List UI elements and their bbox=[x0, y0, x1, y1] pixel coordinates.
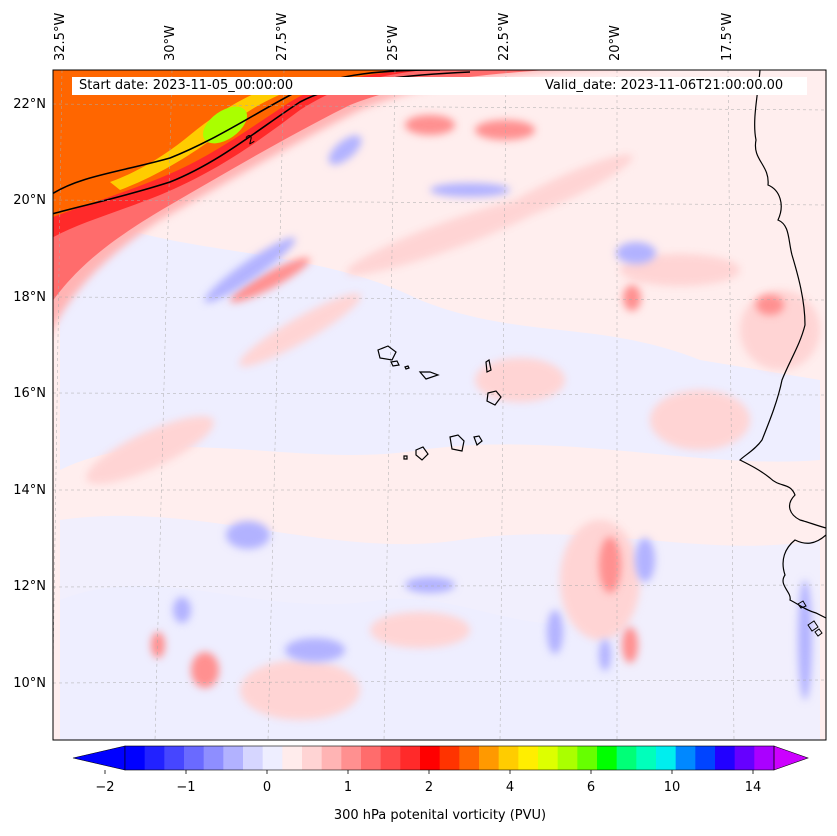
gambia-guinea-coast bbox=[782, 534, 826, 619]
lat-label: 22°N bbox=[13, 97, 46, 112]
lat-label: 10°N bbox=[13, 676, 46, 691]
cape-verde-islands bbox=[377, 345, 502, 461]
colorbar-segment bbox=[223, 746, 244, 770]
colorbar-segment bbox=[656, 746, 677, 770]
colorbar-segment bbox=[695, 746, 716, 770]
colorbar-tick-label: −2 bbox=[95, 780, 115, 795]
colorbar-segment bbox=[439, 746, 460, 770]
pv-strong-positive-patches bbox=[151, 115, 784, 688]
lon-label: 32.5°W bbox=[53, 12, 68, 61]
lon-label: 20°W bbox=[608, 25, 623, 61]
colorbar-segment bbox=[243, 746, 264, 770]
colorbar-segment bbox=[715, 746, 736, 770]
colorbar bbox=[72, 745, 809, 774]
colorbar-segment bbox=[380, 746, 401, 770]
colorbar-segment bbox=[341, 746, 362, 770]
colorbar-segment bbox=[734, 746, 755, 770]
valid-date: Valid_date: 2023-11-06T21:00:00.00 bbox=[545, 78, 784, 93]
colorbar-segment bbox=[144, 746, 165, 770]
colorbar-segment bbox=[754, 746, 775, 770]
colorbar-extend-high bbox=[773, 745, 809, 771]
colorbar-label: 300 hPa potenital vorticity (PVU) bbox=[333, 808, 547, 823]
colorbar-segment bbox=[282, 746, 303, 770]
lat-label: 12°N bbox=[13, 579, 46, 594]
pv-field: 2 bbox=[53, 70, 826, 740]
lon-label: 25°W bbox=[386, 25, 401, 61]
colorbar-segment bbox=[675, 746, 696, 770]
lon-label: 30°W bbox=[163, 25, 178, 61]
bissagos-islands bbox=[797, 600, 823, 637]
lat-label: 20°N bbox=[13, 193, 46, 208]
colorbar-tick-label: 6 bbox=[586, 780, 596, 795]
lon-label: 22.5°W bbox=[497, 12, 512, 61]
colorbar-segment bbox=[479, 746, 500, 770]
info-box bbox=[72, 77, 807, 95]
lat-label: 14°N bbox=[13, 483, 46, 498]
colorbar-tick-label: −1 bbox=[176, 780, 196, 795]
colorbar-frame bbox=[124, 745, 775, 771]
colorbar-segment bbox=[420, 746, 441, 770]
colorbar-segment bbox=[518, 746, 539, 770]
colorbar-segment bbox=[321, 746, 342, 770]
colorbar-segment bbox=[577, 746, 598, 770]
pv-positive-patches bbox=[86, 154, 820, 720]
colorbar-segment bbox=[459, 746, 480, 770]
colorbar-segment bbox=[361, 746, 382, 770]
map-frame bbox=[52, 69, 827, 741]
pv-jet-band bbox=[53, 70, 570, 330]
colorbar-segment bbox=[557, 746, 578, 770]
colorbar-tick-label: 14 bbox=[744, 780, 762, 795]
colorbar-segment bbox=[164, 746, 185, 770]
colorbar-segment bbox=[203, 746, 224, 770]
pv-negative-patches bbox=[173, 135, 812, 700]
start-date: Start date: 2023-11-05_00:00:00 bbox=[79, 78, 294, 93]
colorbar-segment bbox=[616, 746, 637, 770]
colorbar-segment bbox=[498, 746, 519, 770]
colorbar-extend-low bbox=[72, 745, 126, 771]
lat-label: 18°N bbox=[13, 290, 46, 305]
colorbar-segment bbox=[184, 746, 205, 770]
colorbar-segment bbox=[262, 746, 283, 770]
colorbar-segment bbox=[597, 746, 618, 770]
lat-label: 16°N bbox=[13, 386, 46, 401]
lon-label: 27.5°W bbox=[275, 12, 290, 61]
colorbar-segment bbox=[636, 746, 657, 770]
africa-coastline bbox=[738, 70, 826, 529]
colorbar-tick-label: 10 bbox=[663, 780, 681, 795]
lon-label: 17.5°W bbox=[720, 12, 735, 61]
graticule bbox=[53, 70, 826, 740]
colorbar-segment bbox=[538, 746, 559, 770]
colorbar-tick-label: 2 bbox=[424, 780, 434, 795]
colorbar-segment bbox=[400, 746, 421, 770]
colorbar-tick-label: 0 bbox=[262, 780, 272, 795]
colorbar-segment bbox=[302, 746, 323, 770]
colorbar-tick-label: 1 bbox=[343, 780, 353, 795]
colorbar-segment bbox=[125, 746, 146, 770]
colorbar-tick-label: 4 bbox=[505, 780, 515, 795]
